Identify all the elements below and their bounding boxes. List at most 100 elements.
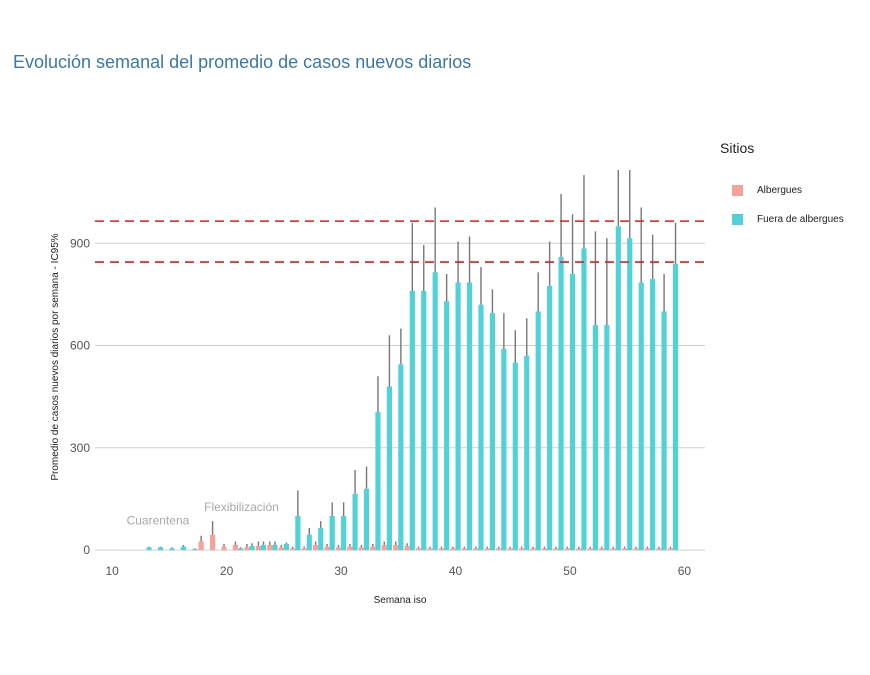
x-tick-label: 40 [449,564,463,578]
bar-albergues [313,544,319,551]
bar-albergues [576,548,582,551]
legend-item-albergues[interactable]: Albergues [720,176,844,205]
bar-albergues [255,545,261,551]
bar-albergues [210,534,216,551]
legend-swatch-albergues [732,185,743,196]
x-tick-label: 50 [563,564,577,578]
bar-albergues [381,544,387,551]
bar-fuera-de-albergues [535,311,541,551]
bar-albergues [496,548,502,551]
bar-albergues [267,544,273,551]
bar-albergues [507,548,513,551]
bar-fuera-de-albergues [249,545,255,551]
bar-fuera-de-albergues [466,282,473,551]
annotation-label: Cuarentena [127,514,190,528]
annotation-label: Flexibilización [204,500,279,514]
legend-swatch-fuera-de-albergues [732,214,743,225]
bar-albergues [393,544,399,551]
reference-lines [95,220,705,263]
bar-fuera-de-albergues [283,543,289,551]
bar-albergues [473,548,479,551]
bar-albergues [484,548,490,551]
x-tick-label: 30 [334,564,348,578]
bar-albergues [232,544,239,551]
y-axis-title: Promedio de casos nuevos diarios por sem… [50,233,61,480]
legend-label: Albergues [757,185,803,196]
bar-albergues [278,547,284,551]
bar-fuera-de-albergues [329,515,335,551]
bar-fuera-de-albergues [318,527,324,551]
bar-fuera-de-albergues [157,547,164,551]
legend-title: Sitios [720,140,755,156]
bar-albergues [587,548,593,551]
bar-albergues [416,548,422,551]
bar-albergues [358,547,364,551]
bar-fuera-de-albergues [432,272,438,551]
bar-fuera-de-albergues [192,549,198,551]
bar-fuera-de-albergues [547,285,553,551]
x-tick-label: 20 [220,564,234,578]
bar-albergues [290,548,296,551]
y-tick-label: 900 [70,236,90,250]
bar-albergues [347,546,353,551]
error-bars [148,170,677,550]
bar-fuera-de-albergues [386,386,392,551]
bar-fuera-de-albergues [650,279,656,551]
bar-fuera-de-albergues [375,412,381,551]
bar-fuera-de-albergues [238,548,244,551]
bar-fuera-de-albergues [260,544,267,551]
bar-fuera-de-albergues [558,256,564,551]
bar-albergues [541,548,548,551]
x-axis-title: Semana iso [374,595,427,606]
bar-albergues [370,546,376,551]
bar-albergues [221,546,227,551]
bar-fuera-de-albergues [672,263,679,551]
bar-fuera-de-albergues [569,273,576,551]
bar-albergues [450,548,456,551]
bar-fuera-de-albergues [512,362,518,551]
bar-albergues [519,548,525,551]
bar-albergues [244,547,250,551]
y-tick-label: 0 [83,543,90,557]
bar-fuera-de-albergues [661,311,667,551]
y-tick-labels: 0 300 600 900 [70,236,90,557]
legend: Sitios Albergues Fuera de albergues [720,140,844,234]
bar-fuera-de-albergues [444,301,450,551]
bar-albergues [427,548,433,551]
bar-albergues [438,548,445,551]
bar-fuera-de-albergues [455,282,461,551]
y-tick-label: 600 [70,339,90,353]
bar-fuera-de-albergues [581,248,587,551]
legend-item-fuera-de-albergues[interactable]: Fuera de albergues [720,205,844,234]
bar-fuera-de-albergues [363,488,370,551]
bar-albergues [622,548,628,551]
bar-albergues [335,547,342,551]
bar-albergues [461,548,467,551]
bar-fuera-de-albergues [592,325,598,551]
bar-fuera-de-albergues [501,348,507,551]
bar-albergues [198,541,204,551]
bar-fuera-de-albergues [489,313,495,551]
bar-albergues [644,548,651,551]
bar-fuera-de-albergues [627,238,633,551]
bar-albergues [610,548,616,551]
bar-fuera-de-albergues [352,493,358,551]
bar-fuera-de-albergues [524,355,530,551]
bar-fuera-de-albergues [409,291,415,551]
y-tick-label: 300 [70,441,90,455]
bar-fuera-de-albergues [341,515,347,551]
bar-fuera-de-albergues [615,226,621,551]
annotations: Cuarentena Flexibilización [127,500,279,528]
bars [118,226,679,551]
bar-fuera-de-albergues [398,364,404,551]
legend-label: Fuera de albergues [757,214,844,225]
bar-fuera-de-albergues [169,548,175,551]
chart-title: Evolución semanal del promedio de casos … [13,52,472,72]
bar-fuera-de-albergues [478,304,484,551]
bar-albergues [530,548,536,551]
x-tick-label: 60 [678,564,692,578]
bar-fuera-de-albergues [295,515,301,551]
bar-albergues [656,548,662,551]
bar-albergues [633,548,639,551]
